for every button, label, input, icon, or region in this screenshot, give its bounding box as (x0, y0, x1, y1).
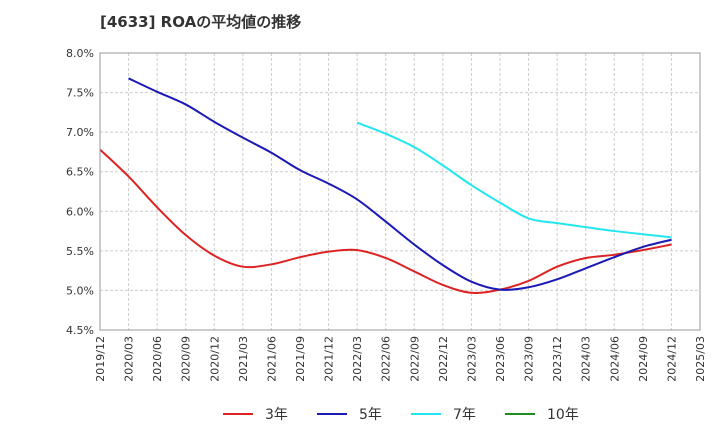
x-tick-label: 2022/03 (351, 336, 364, 382)
x-tick-label: 2021/06 (265, 336, 278, 382)
x-tick-label: 2024/09 (637, 336, 650, 382)
x-tick-label: 2020/03 (123, 336, 136, 382)
y-tick-label: 5.0% (66, 284, 94, 297)
x-tick-label: 2023/06 (494, 336, 507, 382)
x-tick-label: 2021/09 (294, 336, 307, 382)
x-tick-label: 2019/12 (94, 336, 107, 382)
y-axis-ticks: 8.0% 7.5% 7.0% 6.5% 6.0% 5.5% 5.0% 4.5% (66, 47, 94, 337)
y-tick-label: 5.5% (66, 245, 94, 258)
y-tick-label: 6.0% (66, 205, 94, 218)
x-tick-label: 2021/12 (323, 336, 336, 382)
x-tick-label: 2023/03 (465, 336, 478, 382)
y-tick-label: 6.5% (66, 166, 94, 179)
y-tick-label: 8.0% (66, 47, 94, 60)
grid-lines (99, 52, 701, 331)
x-tick-label: 2025/03 (694, 336, 707, 382)
x-tick-label: 2021/03 (237, 336, 250, 382)
legend-label-1: 5年 (359, 407, 382, 423)
x-tick-label: 2020/09 (180, 336, 193, 382)
y-tick-label: 7.0% (66, 126, 94, 139)
y-tick-label: 4.5% (66, 324, 94, 337)
x-tick-label: 2023/09 (523, 336, 536, 382)
series-line-0 (99, 148, 672, 294)
series-lines (99, 77, 672, 294)
legend-label-3: 10年 (547, 407, 579, 423)
x-tick-label: 2022/06 (380, 336, 393, 382)
series-line-1 (128, 77, 672, 291)
plot-area-border (99, 52, 701, 331)
x-tick-label: 2022/09 (408, 336, 421, 382)
legend: 3年 5年 7年 10年 (223, 407, 579, 423)
x-tick-label: 2024/12 (665, 336, 678, 382)
x-tick-label: 2024/03 (580, 336, 593, 382)
x-tick-label: 2024/06 (608, 336, 621, 382)
series-line-2 (356, 121, 672, 239)
x-tick-label: 2023/12 (551, 336, 564, 382)
chart-title: [4633] ROAの平均値の推移 (100, 13, 301, 31)
x-tick-label: 2020/12 (208, 336, 221, 382)
x-axis-ticks: 2019/12 2020/03 2020/06 2020/09 2020/12 2021/… (94, 336, 707, 382)
x-tick-label: 2022/12 (437, 336, 450, 382)
legend-label-2: 7年 (453, 407, 476, 423)
x-tick-label: 2020/06 (151, 336, 164, 382)
legend-label-0: 3年 (265, 407, 288, 423)
y-tick-label: 7.5% (66, 87, 94, 100)
